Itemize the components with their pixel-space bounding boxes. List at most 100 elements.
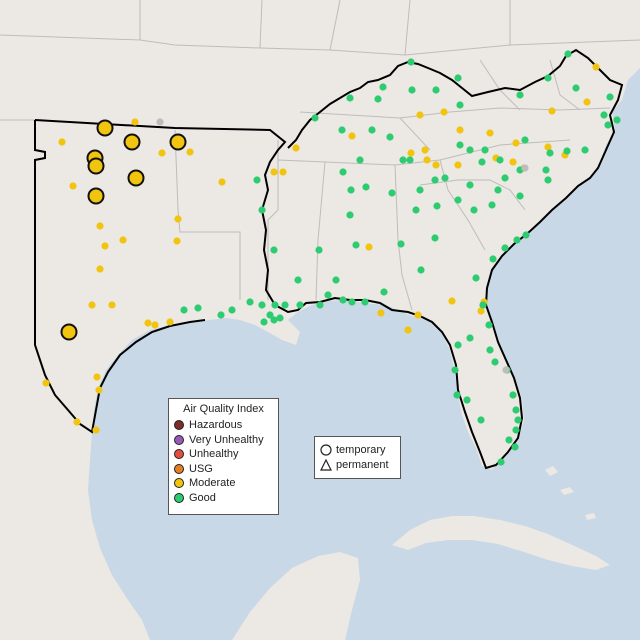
legend-item-temporary: temporary: [315, 442, 400, 457]
site-marker: [408, 86, 416, 94]
site-marker: [513, 236, 521, 244]
site-marker: [416, 111, 424, 119]
site-marker: [544, 74, 552, 82]
site-marker: [440, 108, 448, 116]
site-marker: [332, 276, 340, 284]
site-marker: [489, 255, 497, 263]
site-marker: [356, 156, 364, 164]
site-marker: [348, 298, 356, 306]
moderate-swatch-icon: [174, 478, 184, 489]
site-marker: [42, 379, 50, 387]
site-marker: [294, 276, 302, 284]
site-marker: [151, 321, 159, 329]
site-marker: [592, 63, 600, 71]
site-marker-large: [123, 133, 141, 151]
site-marker: [352, 241, 360, 249]
circle-icon: [320, 443, 332, 456]
legend-item-moderate: Moderate: [169, 476, 278, 491]
site-marker: [546, 149, 554, 157]
site-marker: [156, 118, 164, 126]
site-marker: [502, 366, 510, 374]
legend-item-unhealthy: Unhealthy: [169, 447, 278, 462]
site-marker: [174, 215, 182, 223]
site-marker: [522, 231, 530, 239]
site-marker: [365, 243, 373, 251]
monitoring-sites: [42, 50, 621, 466]
legend-item-hazardous: Hazardous: [169, 418, 278, 433]
site-marker: [260, 318, 268, 326]
site-marker: [228, 306, 236, 314]
site-marker: [456, 126, 464, 134]
site-marker: [466, 181, 474, 189]
good-swatch-icon: [174, 492, 184, 503]
site-marker: [521, 164, 529, 172]
site-marker: [92, 426, 100, 434]
site-marker: [399, 156, 407, 164]
legend-item-good: Good: [169, 491, 278, 506]
site-marker: [454, 161, 462, 169]
triangle-icon: [320, 458, 332, 471]
site-marker: [270, 246, 278, 254]
site-marker: [431, 234, 439, 242]
site-marker: [421, 146, 429, 154]
site-marker: [339, 168, 347, 176]
land-cuba: [392, 516, 610, 570]
site-marker: [516, 192, 524, 200]
site-marker: [521, 136, 529, 144]
site-marker: [377, 309, 385, 317]
site-marker: [564, 50, 572, 58]
land-mexico: [0, 345, 150, 640]
site-marker: [144, 319, 152, 327]
site-marker: [380, 288, 388, 296]
site-marker: [95, 386, 103, 394]
site-marker: [414, 311, 422, 319]
site-marker: [108, 301, 116, 309]
site-marker: [456, 141, 464, 149]
site-marker: [311, 114, 319, 122]
site-marker: [453, 391, 461, 399]
site-marker: [583, 98, 591, 106]
site-marker: [433, 202, 441, 210]
site-marker: [497, 458, 505, 466]
site-marker-large: [87, 157, 105, 175]
site-marker: [432, 86, 440, 94]
hazardous-swatch-icon: [174, 420, 184, 431]
unhealthy-swatch-icon: [174, 449, 184, 460]
site-marker: [501, 174, 509, 182]
site-marker: [324, 291, 332, 299]
site-marker: [386, 133, 394, 141]
site-marker: [448, 297, 456, 305]
site-marker: [131, 118, 139, 126]
site-marker: [470, 206, 478, 214]
site-marker: [217, 311, 225, 319]
site-marker: [338, 126, 346, 134]
site-marker: [491, 358, 499, 366]
site-type-legend: temporary permanent: [314, 436, 401, 479]
site-marker: [512, 139, 520, 147]
site-marker: [572, 84, 580, 92]
site-marker: [505, 436, 513, 444]
site-marker: [544, 143, 552, 151]
site-marker: [388, 189, 396, 197]
land-mainland: [0, 0, 640, 470]
site-marker: [431, 176, 439, 184]
site-marker: [379, 83, 387, 91]
site-marker: [407, 58, 415, 66]
site-marker: [270, 168, 278, 176]
site-marker: [563, 147, 571, 155]
site-marker: [253, 176, 261, 184]
site-marker: [477, 307, 485, 315]
site-marker: [548, 107, 556, 115]
site-marker: [514, 416, 522, 424]
site-marker: [119, 236, 127, 244]
site-marker: [406, 156, 414, 164]
land-bahamas: [545, 466, 596, 520]
site-marker: [404, 326, 412, 334]
land-yucatan: [232, 552, 360, 640]
site-marker: [281, 301, 289, 309]
site-marker: [451, 366, 459, 374]
site-marker: [511, 443, 519, 451]
site-marker: [486, 129, 494, 137]
aqi-legend: Air Quality Index Hazardous Very Unhealt…: [168, 398, 279, 515]
